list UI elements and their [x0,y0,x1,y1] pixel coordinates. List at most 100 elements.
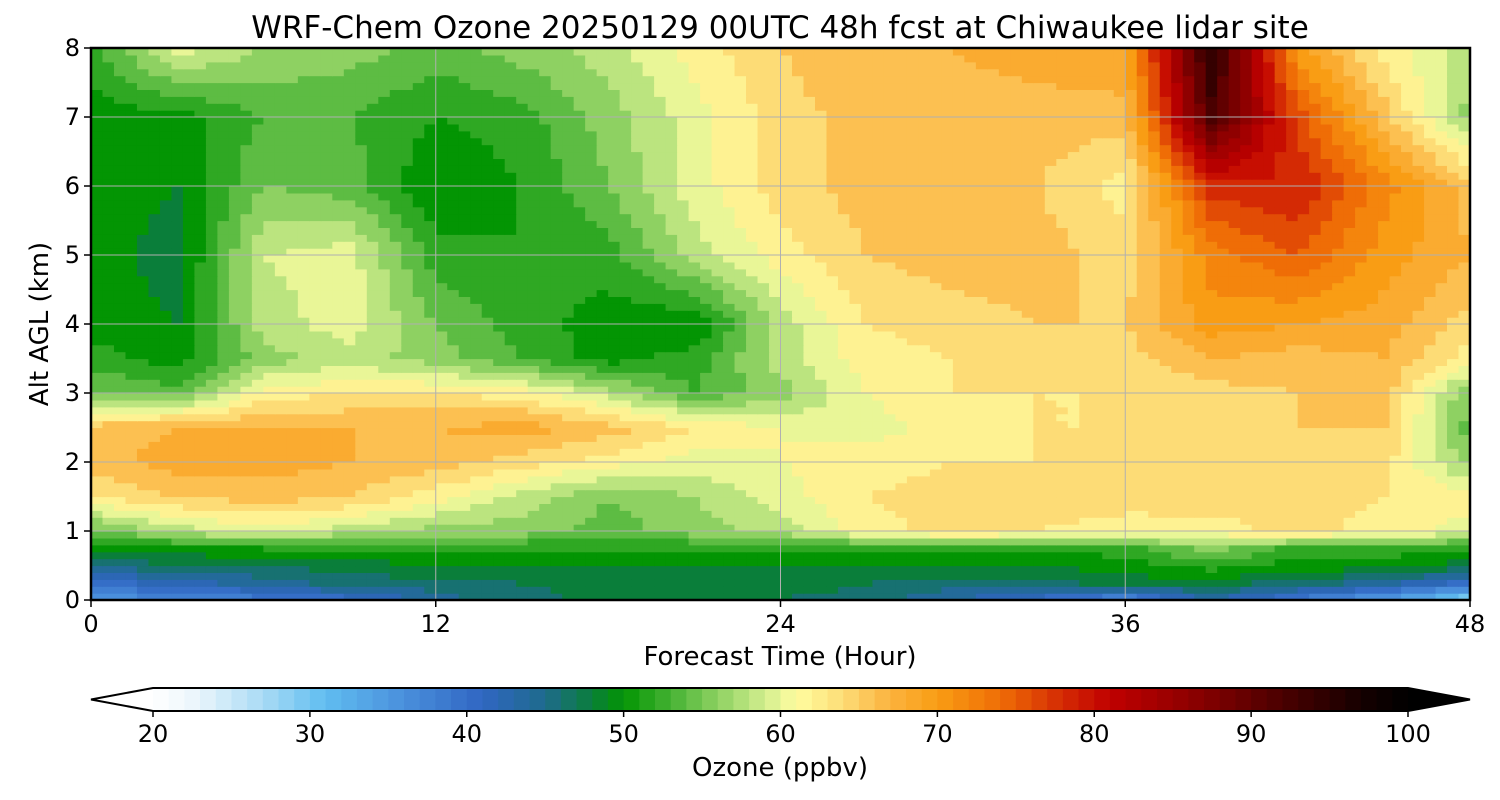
field-cell [1447,531,1460,539]
field-cell [791,317,805,325]
field-cell [1182,537,1195,546]
field-cell [895,510,908,518]
field-cell [205,427,219,435]
field-cell [1274,510,1287,518]
field-cell [562,441,575,449]
field-cell [355,593,368,600]
field-cell [1332,531,1345,539]
field-cell [872,503,885,511]
field-cell [286,330,299,339]
field-cell [619,489,632,498]
field-cell [458,379,471,387]
field-cell [263,358,276,366]
field-cell [205,420,219,429]
field-cell [803,324,816,332]
field-cell [481,393,494,401]
field-cell [1424,558,1437,567]
field-cell [906,365,919,373]
field-cell [952,544,965,553]
field-cell [424,386,437,394]
field-cell [964,544,977,553]
field-cell [1171,399,1184,408]
field-cell [91,510,104,518]
field-cell [1136,413,1149,422]
field-cell [849,551,862,560]
field-cell [1401,482,1414,491]
field-cell [102,427,115,435]
field-cell [263,351,276,360]
field-cell [573,579,586,587]
field-cell [136,551,150,560]
field-cell [424,558,437,567]
field-cell [412,344,425,353]
field-cell [1113,572,1126,580]
field-cell [826,310,839,318]
field-cell [631,317,644,325]
field-cell [1378,386,1391,394]
field-cell [964,399,977,408]
field-cell [228,317,241,325]
field-cell [837,572,851,580]
field-cell [1435,386,1448,394]
field-cell [1355,537,1368,546]
field-cell [1125,420,1138,429]
field-cell [872,455,885,463]
field-cell [665,489,678,498]
field-cell [814,344,828,353]
field-cell [527,310,540,318]
field-cell [171,337,184,346]
field-cell [998,324,1011,332]
field-cell [389,330,402,339]
field-cell [803,448,816,456]
field-cell [1401,510,1414,518]
field-cell [1090,544,1103,553]
field-cell [665,337,678,346]
field-cell [929,544,942,553]
field-cell [964,482,977,491]
field-cell [194,358,207,366]
field-cell [688,475,701,484]
field-cell [274,517,287,525]
field-cell [608,324,621,332]
field-cell [401,386,414,394]
field-cell [366,586,379,594]
field-cell [1067,468,1080,477]
field-cell [1309,365,1322,373]
field-cell [895,558,908,567]
field-cell [895,358,908,366]
field-cell [619,337,632,346]
field-cell [941,406,954,415]
field-cell [263,372,276,380]
field-cell [1458,537,1470,546]
field-cell [320,489,333,498]
field-cell [458,420,471,429]
field-cell [470,455,483,463]
field-cell [366,593,379,600]
field-cell [906,413,919,422]
field-cell [1044,365,1057,373]
field-cell [1274,531,1287,539]
field-cell [1113,386,1126,394]
field-cell [1389,344,1402,353]
field-cell [355,393,368,401]
field-cell [769,330,782,339]
field-cell [412,448,425,456]
field-cell [182,551,196,560]
field-cell [711,379,724,387]
field-cell [998,455,1011,463]
field-cell [573,482,586,491]
field-cell [1113,379,1126,387]
field-cell [228,510,241,518]
field-cell [1033,393,1046,401]
field-cell [700,330,713,339]
field-cell [297,531,310,539]
field-cell [1424,420,1437,429]
field-cell [1297,537,1310,546]
field-cell [1010,524,1023,532]
field-cell [217,572,230,580]
field-cell [952,482,965,491]
field-cell [355,358,368,366]
field-cell [585,413,598,422]
field-cell [826,420,839,429]
field-cell [309,310,322,318]
